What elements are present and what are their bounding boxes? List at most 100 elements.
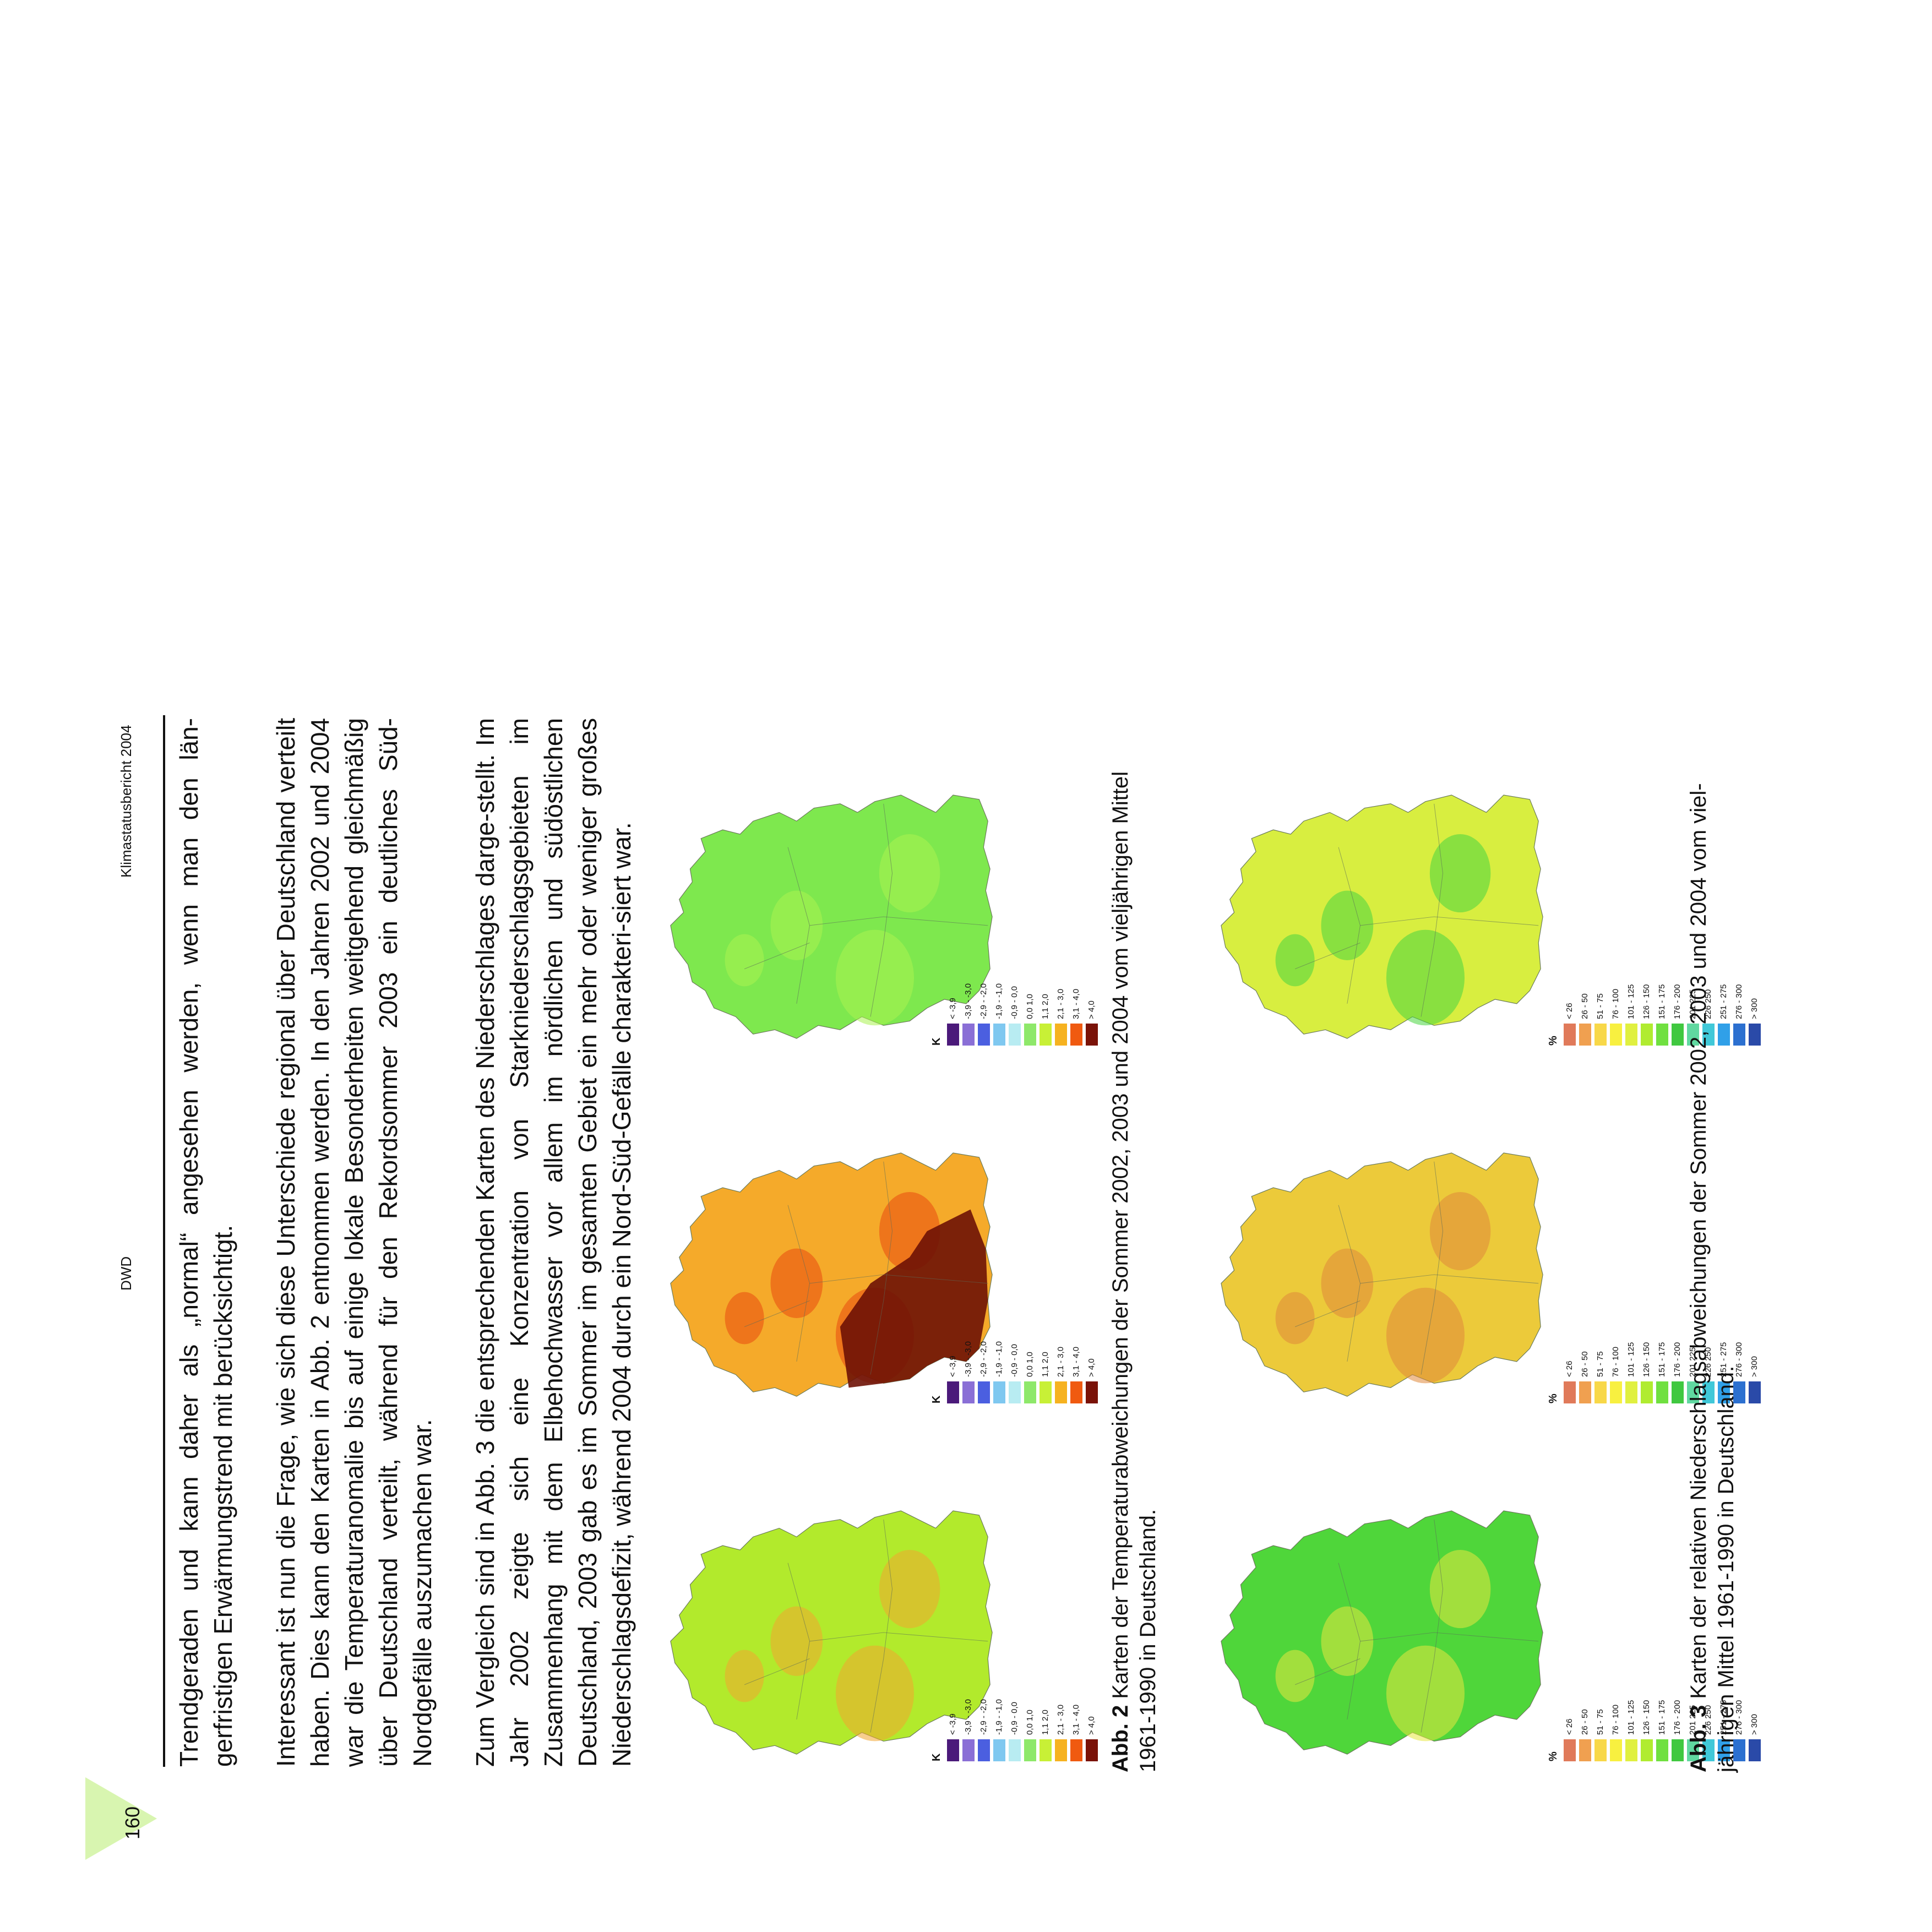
- figure-3-legend-2004: [1217, 968, 1398, 1051]
- legend-row: < 26: [1563, 963, 1577, 1046]
- legend-label: 3,1 - 4,0: [1071, 1346, 1081, 1377]
- legend-swatch: [1009, 1024, 1021, 1046]
- figure-3-map-2003: [1217, 1068, 1558, 1414]
- legend-row: 3,1 - 4,0: [1069, 963, 1084, 1046]
- map-state-border: [870, 1161, 893, 1375]
- legend-label: 126 - 150: [1642, 1700, 1651, 1735]
- map-anomaly-region: [1386, 1287, 1465, 1384]
- legend-row: -0,9 - 0,0: [1008, 963, 1022, 1046]
- legend-swatch: [1749, 1739, 1761, 1761]
- legend-label: -1,9 - -1,0: [994, 1699, 1004, 1735]
- legend-row: 151 - 175: [1655, 1321, 1669, 1403]
- legend-row: 126 - 150: [1640, 963, 1654, 1046]
- legend-label: 101 - 125: [1626, 984, 1636, 1019]
- map-anomaly-region: [770, 890, 823, 960]
- map-anomaly-region: [725, 934, 764, 987]
- legend-swatch: [1070, 1739, 1082, 1761]
- figure-2-legend-column-2002: K < -3,9 -3,9 - -3,0 -2,9 - -2,0 -1,9 - -1,0…: [930, 1679, 1112, 1761]
- figure-2-map-2003-svg: [670, 1152, 993, 1397]
- legend-swatch: [962, 1739, 975, 1761]
- legend-row: 0,0 1,0: [1023, 1321, 1037, 1403]
- legend-label: 26 - 50: [1580, 993, 1590, 1019]
- legend-label: -3,9 - -3,0: [964, 983, 973, 1019]
- legend-label: -2,9 - -2,0: [979, 1699, 988, 1735]
- legend-unit: K: [930, 1395, 943, 1403]
- legend-swatch: [1564, 1024, 1576, 1046]
- legend-unit: K: [930, 1037, 943, 1046]
- map-anomaly-region: [1429, 834, 1491, 913]
- map-anomaly-region: [1275, 1292, 1315, 1345]
- map-anomaly-region: [1321, 1606, 1374, 1676]
- map-anomaly-region: [1429, 1192, 1491, 1271]
- figure-3-legend-2002: [1217, 1684, 1398, 1767]
- map-state-border: [1421, 803, 1444, 1017]
- legend-swatch: [1024, 1381, 1036, 1403]
- legend-row: -1,9 - -1,0: [992, 1679, 1006, 1761]
- legend-row: 26 - 50: [1578, 963, 1592, 1046]
- legend-swatch: [1641, 1739, 1653, 1761]
- legend-swatch: [1040, 1739, 1052, 1761]
- figure-2-label: Abb. 2: [1108, 1705, 1133, 1772]
- legend-swatch: [1086, 1739, 1098, 1761]
- legend-swatch: [1749, 1381, 1761, 1403]
- legend-row: 176 - 200: [1670, 1321, 1685, 1403]
- legend-row: > 300: [1748, 1679, 1762, 1761]
- legend-label: > 300: [1750, 1714, 1759, 1735]
- legend-row: 26 - 50: [1578, 1679, 1592, 1761]
- legend-swatch: [962, 1024, 975, 1046]
- legend-label: 176 - 200: [1673, 984, 1682, 1019]
- map-state-border: [1421, 1161, 1444, 1375]
- figure-2-legend-column-2003: K < -3,9 -3,9 - -3,0 -2,9 - -2,0 -1,9 - -1,0…: [930, 1321, 1112, 1403]
- map-anomaly-region: [1321, 1248, 1374, 1318]
- figure-2-legend-column-2004: K < -3,9 -3,9 - -3,0 -2,9 - -2,0 -1,9 - -1,0…: [930, 963, 1112, 1046]
- legend-swatch: [1040, 1024, 1052, 1046]
- legend-row: 176 - 200: [1670, 1679, 1685, 1761]
- legend-label: 26 - 50: [1580, 1709, 1590, 1735]
- legend-swatch: [947, 1739, 959, 1761]
- figure-2-caption: Abb. 2 Karten der Temperaturabweichungen…: [1107, 710, 1162, 1772]
- legend-swatch: [1040, 1381, 1052, 1403]
- figure-2-map-2004-svg: [670, 794, 993, 1039]
- legend-row: 1,1 2,0: [1038, 963, 1053, 1046]
- legend-row: 76 - 100: [1609, 1321, 1623, 1403]
- figure-3-legend-2003: [1217, 1326, 1398, 1409]
- legend-label: > 4,0: [1087, 1000, 1096, 1019]
- legend-label: 126 - 150: [1642, 984, 1651, 1019]
- legend-label: -2,9 - -2,0: [979, 1341, 988, 1377]
- figure-3-map-2002: [1217, 1425, 1558, 1772]
- legend-row: > 300: [1748, 1321, 1762, 1403]
- legend-label: -0,9 - 0,0: [1010, 986, 1019, 1019]
- legend-swatch: [1610, 1024, 1622, 1046]
- legend-label: 101 - 125: [1626, 1700, 1636, 1735]
- legend-label: < 26: [1565, 1718, 1574, 1735]
- legend-swatch: [1594, 1381, 1607, 1403]
- legend-swatch: [1625, 1739, 1637, 1761]
- legend-row: < -3,9: [946, 963, 960, 1046]
- map-state-border: [744, 1300, 810, 1327]
- legend-swatch: [1625, 1024, 1637, 1046]
- legend-label: < -3,9: [948, 1713, 957, 1735]
- legend-swatch: [1086, 1381, 1098, 1403]
- legend-label: < 26: [1565, 1360, 1574, 1377]
- map-state-border: [809, 1274, 988, 1284]
- legend-label: 26 - 50: [1580, 1351, 1590, 1377]
- figure-2-map-2004: [666, 710, 1008, 1057]
- legend-row: 3,1 - 4,0: [1069, 1321, 1084, 1403]
- legend-row: -3,9 - -3,0: [961, 1321, 976, 1403]
- map-anomaly-region: [1386, 929, 1465, 1026]
- legend-label: 1,1 2,0: [1041, 1352, 1050, 1377]
- legend-label: 76 - 100: [1611, 1346, 1620, 1377]
- legend-swatch: [1749, 1024, 1761, 1046]
- legend-row: 0,0 1,0: [1023, 963, 1037, 1046]
- legend-swatch: [1564, 1381, 1576, 1403]
- map-anomaly-region: [840, 1209, 988, 1388]
- legend-label: 151 - 175: [1657, 1700, 1667, 1735]
- legend-label: 151 - 175: [1657, 984, 1667, 1019]
- legend-row: 151 - 175: [1655, 963, 1669, 1046]
- legend-label: 176 - 200: [1673, 1700, 1682, 1735]
- legend-label: 76 - 100: [1611, 1704, 1620, 1735]
- legend-label: > 300: [1750, 998, 1759, 1019]
- header-rule: [163, 715, 165, 1767]
- legend-row: -0,9 - 0,0: [1008, 1321, 1022, 1403]
- legend-swatch: [1641, 1024, 1653, 1046]
